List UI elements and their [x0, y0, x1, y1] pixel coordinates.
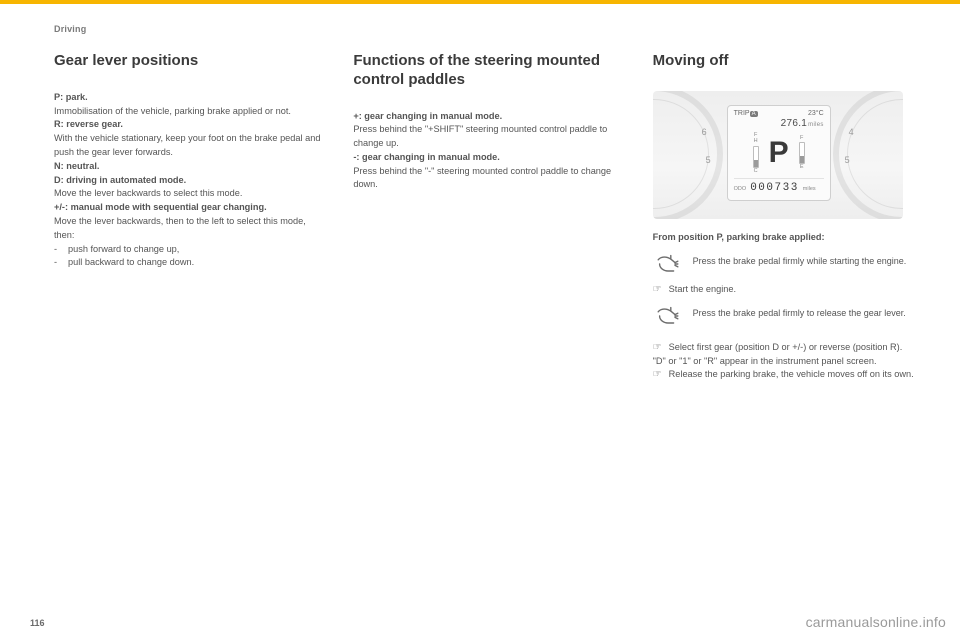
action-2: ☞ Select first gear (position D or +/-) …: [653, 341, 924, 355]
gauge-num: 6: [702, 127, 707, 137]
screen-top-row: TRIPA 23°C: [734, 110, 824, 117]
gear-row: F H C P F E: [734, 131, 824, 176]
section-label: Driving: [54, 24, 924, 34]
temp-gauge: F H C: [749, 133, 763, 175]
col-moving-off: Moving off 6 5 4 5 TRIPA 23°C: [653, 52, 924, 382]
m-desc: Move the lever backwards, then to the le…: [54, 215, 325, 243]
r-desc: With the vehicle stationary, keep your f…: [54, 132, 325, 160]
action-text: Start the engine.: [669, 283, 924, 297]
odo-value: 000733: [750, 182, 799, 194]
p-desc: Immobilisation of the vehicle, parking b…: [54, 105, 325, 119]
minus-label: -: gear changing in manual mode.: [353, 151, 624, 165]
plus-label: +: gear changing in manual mode.: [353, 110, 624, 124]
watermark: carmanualsonline.info: [806, 614, 946, 630]
odo-row: ODO 000733 miles: [734, 178, 824, 194]
note-text: Press the brake pedal firmly while start…: [693, 253, 924, 268]
trip-badge: A: [750, 111, 758, 117]
arrow-icon: ☞: [653, 283, 663, 297]
gear-indicator: P: [769, 138, 789, 168]
action-text: Release the parking brake, the vehicle m…: [669, 368, 924, 382]
action-1: ☞ Start the engine.: [653, 283, 924, 297]
temp-readout: 23°C: [808, 110, 824, 117]
foot-pedal-icon: [653, 253, 683, 275]
instrument-screen: TRIPA 23°C 276.1miles F H C: [727, 105, 831, 201]
bullet-dash: -: [54, 243, 62, 257]
dashboard-figure: 6 5 4 5 TRIPA 23°C 276.1miles: [653, 91, 903, 219]
heading-gear-lever: Gear lever positions: [54, 52, 325, 71]
d-label: D: driving in automated mode.: [54, 174, 325, 188]
col-gear-lever: Gear lever positions P: park. Immobilisa…: [54, 52, 325, 382]
result-text: "D" or "1" or "R" appear in the instrume…: [653, 355, 924, 369]
action-3: ☞ Release the parking brake, the vehicle…: [653, 368, 924, 382]
arrow-icon: ☞: [653, 368, 663, 382]
heading-paddles: Functions of the steering mounted contro…: [353, 52, 624, 90]
m-label: +/-: manual mode with sequential gear ch…: [54, 201, 325, 215]
minus-desc: Press behind the "-" steering mounted co…: [353, 165, 624, 193]
gauge-num: 5: [706, 155, 711, 165]
bullet-text: push forward to change up,: [68, 243, 325, 257]
fuel-gauge: F E: [795, 136, 809, 171]
heading-moving-off: Moving off: [653, 52, 924, 71]
odo-unit: miles: [803, 186, 816, 192]
p-label: P: park.: [54, 91, 325, 105]
note-1: Press the brake pedal firmly while start…: [653, 253, 924, 275]
gauge-num: 4: [849, 127, 854, 137]
gauge-bar: [753, 146, 759, 168]
trip-unit: miles: [808, 122, 824, 128]
page-number: 116: [30, 618, 45, 628]
foot-pedal-icon: [653, 305, 683, 327]
arrow-icon: ☞: [653, 341, 663, 355]
note-text: Press the brake pedal firmly to release …: [693, 305, 924, 320]
gauge-num: 5: [845, 155, 850, 165]
d-desc: Move the lever backwards to select this …: [54, 187, 325, 201]
bullet-2: - pull backward to change down.: [54, 256, 325, 270]
gauge-left: 6 5: [653, 91, 723, 219]
trip-value: 276.1miles: [734, 118, 824, 129]
n-label: N: neutral.: [54, 160, 325, 174]
col-paddles: Functions of the steering mounted contro…: [353, 52, 624, 382]
note-2: Press the brake pedal firmly to release …: [653, 305, 924, 327]
bullet-1: - push forward to change up,: [54, 243, 325, 257]
bullet-dash: -: [54, 256, 62, 270]
odo-label: ODO: [734, 186, 747, 192]
gauge-bar: [799, 142, 805, 164]
plus-desc: Press behind the "+SHIFT" steering mount…: [353, 123, 624, 151]
bullet-text: pull backward to change down.: [68, 256, 325, 270]
trip-label: TRIPA: [734, 110, 758, 117]
action-text: Select first gear (position D or +/-) or…: [669, 341, 924, 355]
page-content: Driving Gear lever positions P: park. Im…: [54, 24, 924, 624]
r-label: R: reverse gear.: [54, 118, 325, 132]
columns: Gear lever positions P: park. Immobilisa…: [54, 52, 924, 382]
from-line: From position P, parking brake applied:: [653, 231, 924, 245]
accent-bar: [0, 0, 960, 4]
gauge-right: 4 5: [833, 91, 903, 219]
